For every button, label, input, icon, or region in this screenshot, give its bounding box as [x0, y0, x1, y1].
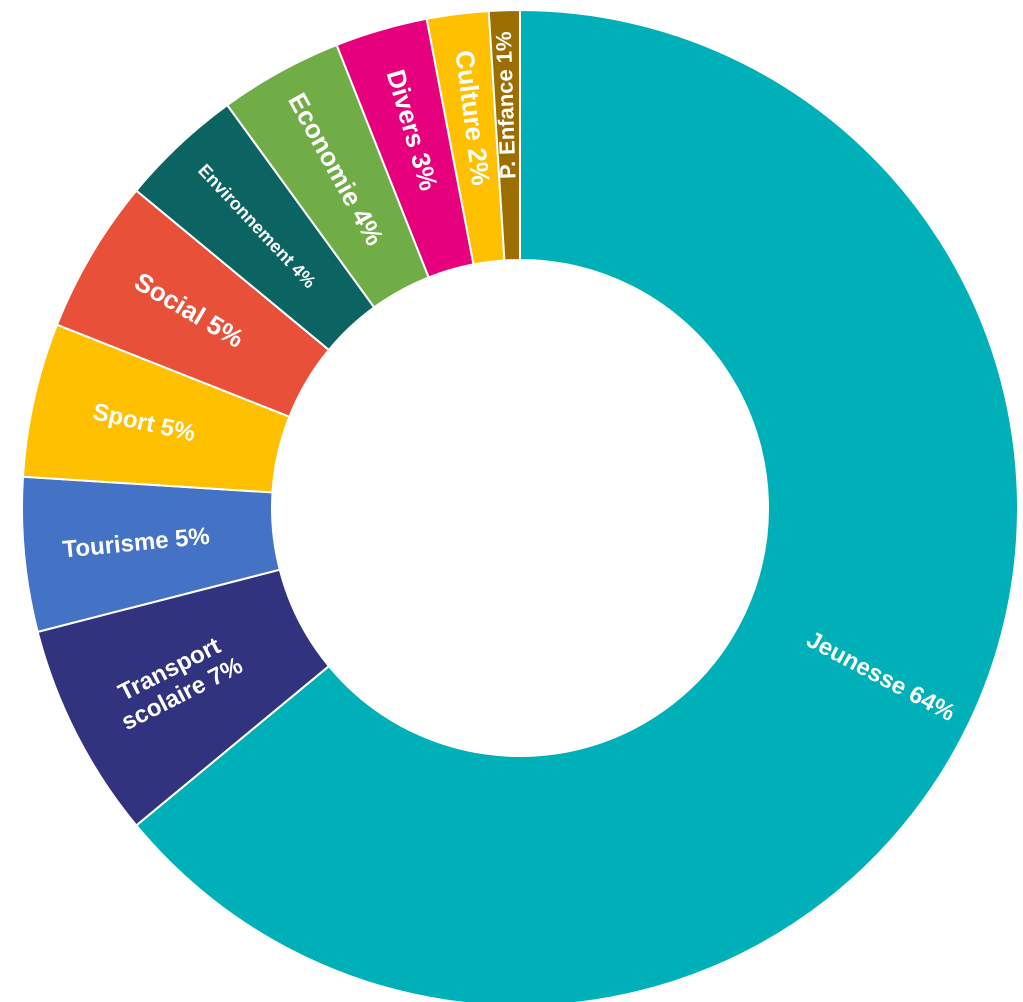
slice-p-enfance	[487, 8, 521, 262]
slice-jeunesse	[134, 8, 1019, 1002]
slice-label-p-enfance: P. Enfance 1%	[491, 31, 521, 179]
donut-slices	[21, 8, 1019, 1002]
